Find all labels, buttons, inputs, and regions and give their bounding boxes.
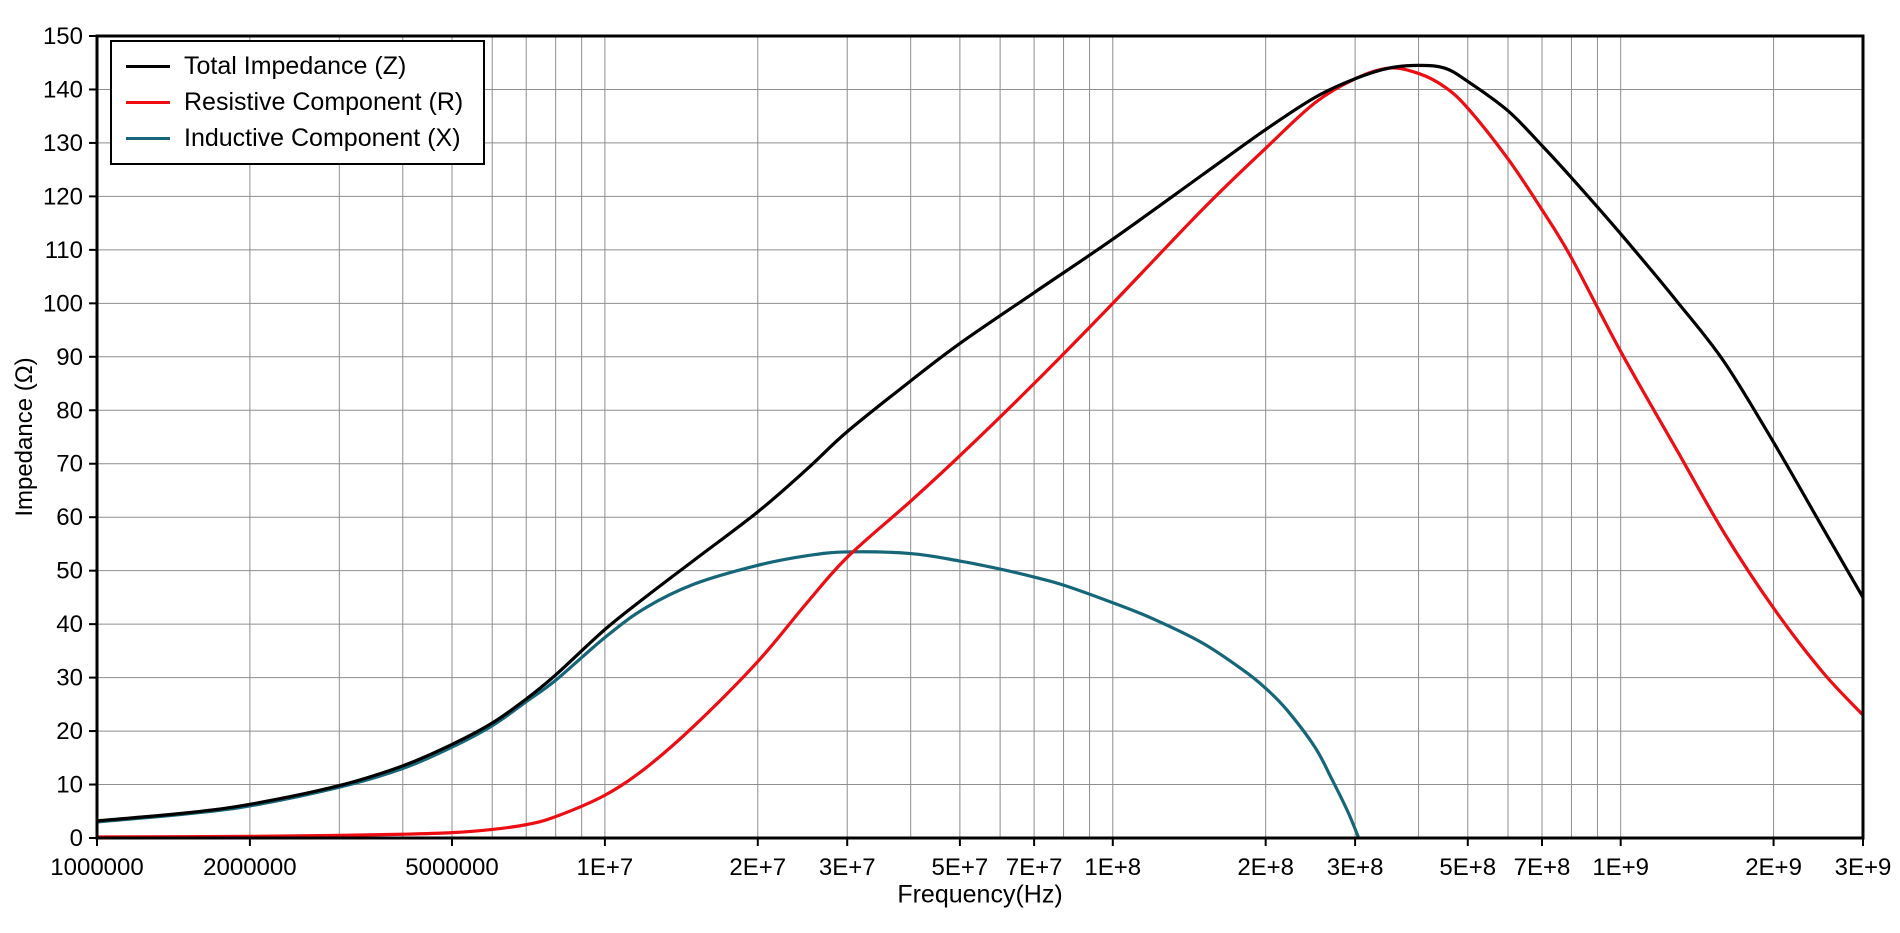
legend-line-swatch-z: [126, 65, 170, 68]
svg-text:3E+9: 3E+9: [1835, 854, 1892, 881]
svg-text:3E+7: 3E+7: [819, 854, 876, 881]
svg-text:90: 90: [56, 344, 83, 371]
svg-text:3E+8: 3E+8: [1327, 854, 1384, 881]
svg-text:20: 20: [56, 718, 83, 745]
svg-text:5E+8: 5E+8: [1439, 854, 1496, 881]
svg-text:2E+7: 2E+7: [729, 854, 786, 881]
svg-text:40: 40: [56, 611, 83, 638]
legend-item-resistive: Resistive Component (R): [126, 88, 463, 117]
svg-text:0: 0: [70, 825, 83, 852]
svg-text:1000000: 1000000: [50, 854, 143, 881]
svg-text:130: 130: [43, 130, 83, 157]
svg-text:120: 120: [43, 183, 83, 210]
grid: [97, 36, 1863, 838]
tick-labels: 1000000 2000000 5000000 1E+7 2E+7 3E+7 5E+7 7E+…: [43, 23, 1891, 881]
x-axis-title: Frequency(Hz): [897, 880, 1063, 909]
legend-item-inductive: Inductive Component (X): [126, 124, 463, 153]
series-curves: [97, 63, 1863, 838]
y-axis-title: Impedance (Ω): [11, 357, 38, 517]
svg-text:1E+8: 1E+8: [1084, 854, 1141, 881]
svg-text:5E+7: 5E+7: [932, 854, 989, 881]
svg-text:100: 100: [43, 290, 83, 317]
svg-text:5000000: 5000000: [405, 854, 498, 881]
svg-text:60: 60: [56, 504, 83, 531]
legend-label-r: Resistive Component (R): [184, 88, 464, 116]
legend-line-swatch-r: [126, 101, 170, 104]
legend-label-z: Total Impedance (Z): [184, 52, 407, 80]
ticks: [89, 35, 1864, 846]
svg-text:2E+8: 2E+8: [1237, 854, 1294, 881]
legend-line-swatch-x: [126, 137, 170, 140]
svg-text:50: 50: [56, 558, 83, 585]
svg-text:2000000: 2000000: [203, 854, 296, 881]
svg-text:80: 80: [56, 397, 83, 424]
svg-text:110: 110: [45, 237, 83, 264]
svg-text:2E+9: 2E+9: [1745, 854, 1802, 881]
svg-text:30: 30: [56, 665, 83, 692]
legend: Total Impedance (Z) Resistive Component …: [110, 40, 486, 165]
svg-text:150: 150: [43, 23, 83, 50]
svg-text:140: 140: [43, 76, 83, 103]
legend-label-x: Inductive Component (X): [184, 124, 461, 152]
curve-2: [97, 550, 1361, 838]
curve-1: [97, 66, 1863, 838]
svg-text:1E+7: 1E+7: [577, 854, 634, 881]
curve-0: [97, 63, 1863, 823]
svg-text:7E+8: 7E+8: [1514, 854, 1571, 881]
plot-border: [95, 34, 1865, 840]
legend-item-total-impedance: Total Impedance (Z): [126, 52, 463, 81]
svg-text:10: 10: [56, 772, 83, 799]
svg-text:70: 70: [56, 451, 83, 478]
svg-text:7E+7: 7E+7: [1006, 854, 1063, 881]
svg-text:1E+9: 1E+9: [1592, 854, 1649, 881]
